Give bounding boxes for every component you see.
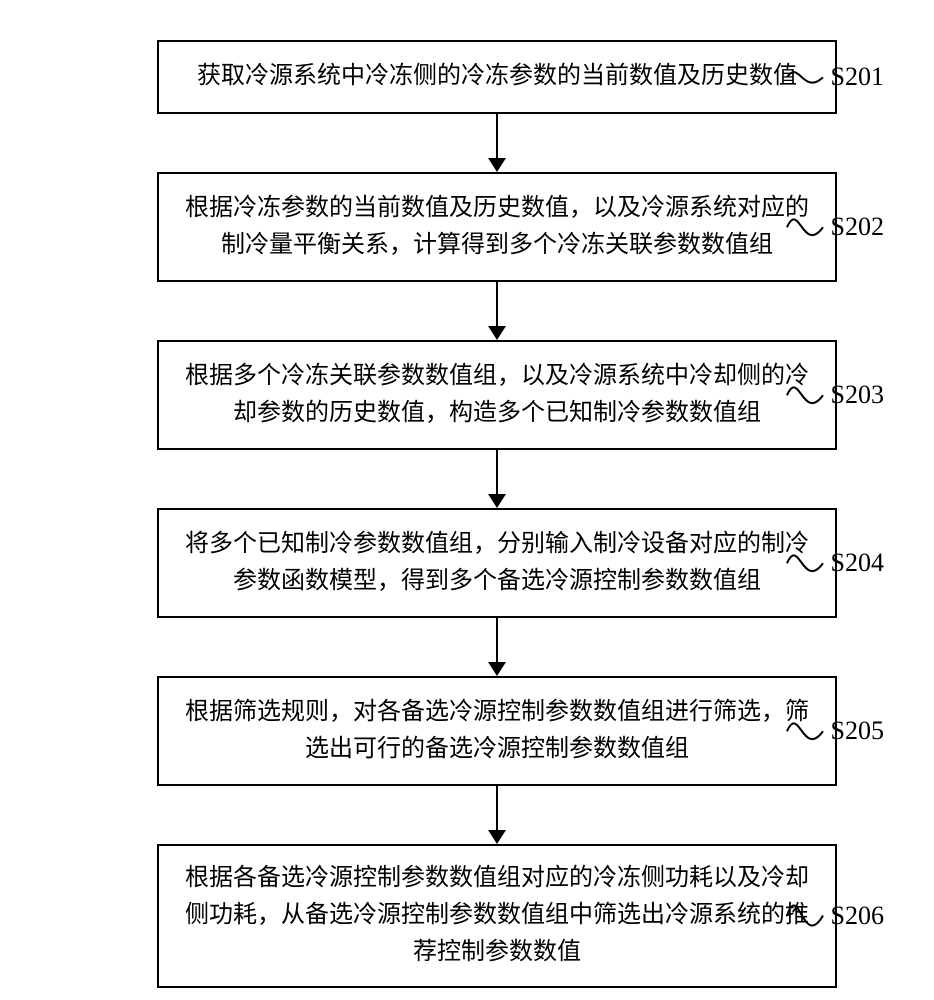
flow-step-box: 根据各备选冷源控制参数数值组对应的冷冻侧功耗以及冷却侧功耗，从备选冷源控制参数数… xyxy=(157,844,837,988)
flow-step-row: 获取冷源系统中冷冻侧的冷冻参数的当前数值及历史数值S201 xyxy=(50,40,884,114)
flow-arrow xyxy=(157,618,837,676)
step-label: S206 xyxy=(831,901,884,931)
step-label-wrap: S205 xyxy=(785,676,884,786)
flow-step-box: 根据多个冷冻关联参数数值组，以及冷源系统中冷却侧的冷却参数的历史数值，构造多个已… xyxy=(157,340,837,450)
connector-curve-icon xyxy=(785,533,825,594)
flow-step-box: 根据筛选规则，对各备选冷源控制参数数值组进行筛选，筛选出可行的备选冷源控制参数数… xyxy=(157,676,837,786)
arrow-down-icon xyxy=(486,114,508,172)
step-label: S202 xyxy=(831,212,884,242)
step-label: S205 xyxy=(831,716,884,746)
flow-arrow xyxy=(157,282,837,340)
flow-step-row: 将多个已知制冷参数数值组，分别输入制冷设备对应的制冷参数函数模型，得到多个备选冷… xyxy=(50,508,884,618)
step-label-wrap: S206 xyxy=(785,844,884,988)
step-label: S203 xyxy=(831,380,884,410)
connector-curve-icon xyxy=(785,197,825,258)
step-label-wrap: S202 xyxy=(785,172,884,282)
flow-step-row: 根据多个冷冻关联参数数值组，以及冷源系统中冷却侧的冷却参数的历史数值，构造多个已… xyxy=(50,340,884,450)
arrow-down-icon xyxy=(486,282,508,340)
arrow-down-icon xyxy=(486,618,508,676)
connector-curve-icon xyxy=(785,57,825,98)
flow-step-box: 获取冷源系统中冷冻侧的冷冻参数的当前数值及历史数值 xyxy=(157,40,837,114)
connector-curve-icon xyxy=(785,701,825,762)
flow-step-row: 根据筛选规则，对各备选冷源控制参数数值组进行筛选，筛选出可行的备选冷源控制参数数… xyxy=(50,676,884,786)
flow-step-box: 将多个已知制冷参数数值组，分别输入制冷设备对应的制冷参数函数模型，得到多个备选冷… xyxy=(157,508,837,618)
step-label: S201 xyxy=(831,62,884,92)
step-label-wrap: S203 xyxy=(785,340,884,450)
arrow-down-icon xyxy=(486,786,508,844)
step-label: S204 xyxy=(831,548,884,578)
flow-arrow xyxy=(157,114,837,172)
connector-curve-icon xyxy=(785,365,825,426)
arrow-down-icon xyxy=(486,450,508,508)
flow-step-box: 根据冷冻参数的当前数值及历史数值，以及冷源系统对应的制冷量平衡关系，计算得到多个… xyxy=(157,172,837,282)
step-label-wrap: S204 xyxy=(785,508,884,618)
connector-curve-icon xyxy=(785,877,825,954)
flow-step-row: 根据冷冻参数的当前数值及历史数值，以及冷源系统对应的制冷量平衡关系，计算得到多个… xyxy=(50,172,884,282)
flow-arrow xyxy=(157,450,837,508)
flow-step-row: 根据各备选冷源控制参数数值组对应的冷冻侧功耗以及冷却侧功耗，从备选冷源控制参数数… xyxy=(50,844,884,988)
flow-arrow xyxy=(157,786,837,844)
step-label-wrap: S201 xyxy=(785,40,884,114)
